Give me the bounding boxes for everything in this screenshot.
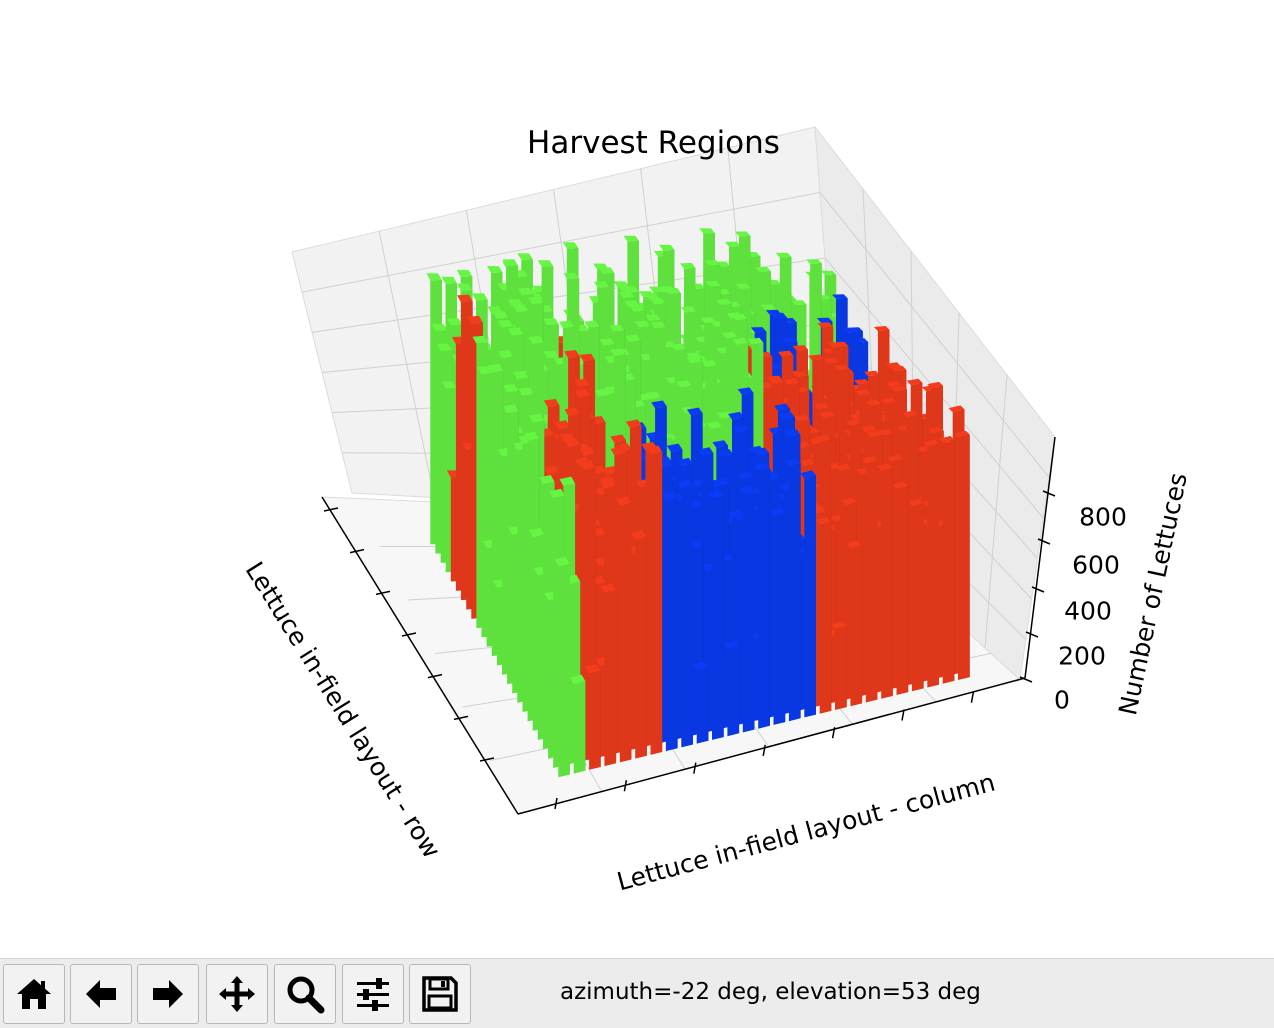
y-tick	[453, 715, 469, 721]
bar	[569, 674, 586, 774]
z-tick	[1037, 538, 1051, 545]
home-icon	[17, 979, 51, 1009]
x-tick	[901, 709, 905, 721]
bar	[723, 640, 740, 737]
z-tick	[1031, 586, 1045, 593]
bar	[708, 490, 724, 740]
bar	[907, 498, 924, 692]
z-tick	[1025, 631, 1039, 638]
x-tick	[831, 727, 836, 739]
configure-subplots-button[interactable]	[342, 964, 404, 1024]
bar	[815, 516, 832, 714]
arrow-right-icon	[153, 980, 183, 1008]
bar	[846, 540, 863, 707]
figure-canvas[interactable]: Harvest Regions Lettuce in-field layout …	[0, 0, 1274, 958]
bar	[554, 556, 570, 778]
status-readout: azimuth=-22 deg, elevation=53 deg	[560, 979, 981, 1005]
bar	[615, 496, 632, 763]
bar	[938, 436, 955, 684]
navigation-toolbar: azimuth=-22 deg, elevation=53 deg	[0, 958, 1274, 1028]
x-tick	[623, 780, 628, 792]
bar	[646, 445, 663, 755]
bar	[892, 481, 909, 695]
bar	[754, 462, 770, 729]
bar	[800, 470, 816, 718]
bar	[954, 430, 970, 680]
bar	[600, 583, 617, 767]
forward-button[interactable]	[137, 964, 199, 1024]
y-tick	[479, 757, 495, 762]
back-button[interactable]	[70, 964, 132, 1024]
z-tick	[1042, 490, 1056, 497]
bar	[738, 486, 755, 733]
bar	[877, 463, 893, 699]
bar	[831, 621, 847, 710]
gridline	[819, 192, 1050, 478]
y-tick	[401, 632, 417, 637]
zoom-button[interactable]	[274, 964, 336, 1024]
x-axis-line	[517, 677, 1026, 815]
y-axis-line	[321, 496, 519, 815]
z-axis-line	[1024, 436, 1056, 679]
bar	[923, 439, 939, 688]
floppy-disk-icon	[422, 976, 458, 1012]
bar	[631, 530, 647, 759]
y-tick	[349, 548, 365, 554]
bars-layer	[426, 228, 970, 778]
y-tick	[427, 673, 443, 679]
bar	[662, 491, 678, 752]
y-tick	[375, 590, 391, 596]
move-icon	[219, 976, 255, 1012]
bar	[769, 507, 786, 725]
x-tick	[970, 691, 975, 703]
x-tick	[554, 797, 558, 810]
x-tick	[762, 744, 766, 757]
z-axis	[1019, 436, 1056, 683]
x-tick	[693, 762, 697, 774]
gridline	[301, 192, 821, 293]
z-tick	[1019, 676, 1033, 683]
bar	[784, 458, 801, 722]
chart-3d-plot[interactable]	[0, 0, 1274, 958]
bar	[692, 661, 709, 744]
arrow-left-icon	[86, 980, 116, 1008]
bar	[861, 456, 878, 703]
pan-button[interactable]	[206, 964, 268, 1024]
y-tick	[323, 507, 339, 512]
home-button[interactable]	[3, 964, 65, 1024]
magnifier-icon	[287, 976, 325, 1014]
save-button[interactable]	[409, 964, 471, 1024]
axis-lines	[321, 496, 1026, 815]
bar	[677, 479, 693, 748]
bar	[585, 663, 601, 770]
sliders-icon	[357, 978, 389, 1011]
